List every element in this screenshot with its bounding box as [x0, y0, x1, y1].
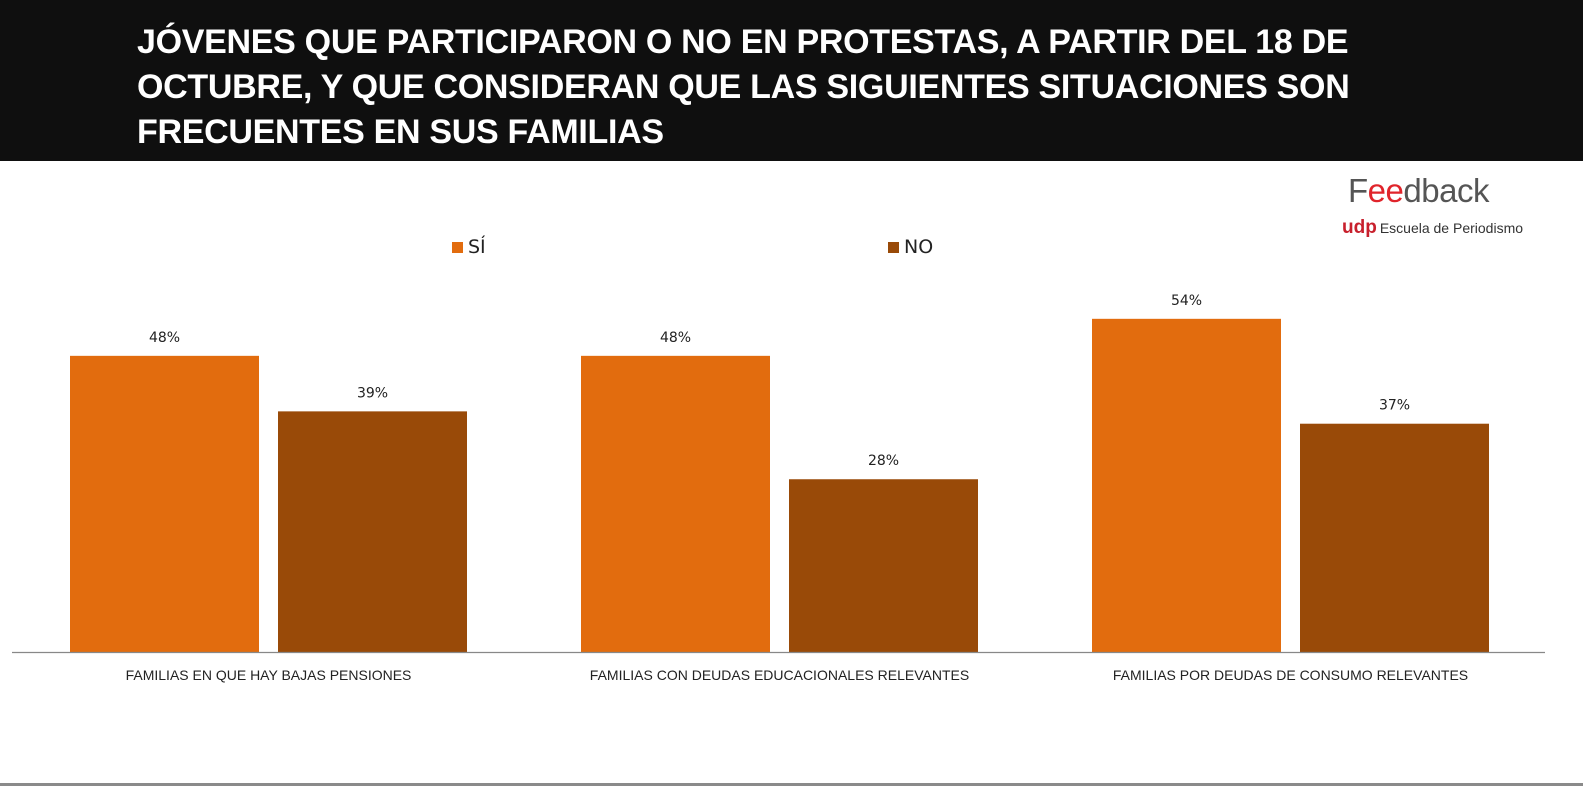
- udp-logo-text: udp Escuela de Periodismo: [1342, 217, 1523, 239]
- legend-swatch-no: [888, 241, 899, 253]
- udp-mark: udp: [1342, 217, 1377, 238]
- title-banner: JÓVENES QUE PARTICIPARON O NO EN PROTEST…: [0, 0, 1583, 161]
- legend-swatch-si: [452, 241, 463, 253]
- chart-title: JÓVENES QUE PARTICIPARON O NO EN PROTEST…: [137, 23, 1350, 151]
- category-label-1: FAMILIAS EN QUE HAY BAJAS PENSIONES: [126, 667, 412, 683]
- bar-no-2: [789, 479, 978, 652]
- bar-si-3: [1092, 318, 1281, 652]
- feedback-logo-text: Feedback: [1348, 172, 1489, 210]
- bar-si-1: [70, 355, 259, 652]
- category-label-3: FAMILIAS POR DEUDAS DE CONSUMO RELEVANTE…: [1113, 667, 1468, 683]
- bar-no-3: [1300, 423, 1489, 652]
- bar-no-1: [278, 411, 467, 652]
- logo-prefix: F: [1348, 172, 1368, 209]
- legend-label-no: NO: [904, 236, 934, 258]
- legend-item-no: NO: [888, 236, 933, 258]
- bar-si-2: [581, 355, 770, 652]
- bottom-divider: [0, 783, 1583, 786]
- logo-suffix: dback: [1403, 172, 1489, 209]
- data-label-si-3: 54%: [1171, 293, 1202, 309]
- legend-label-si: SÍ: [468, 236, 486, 258]
- data-label-si-1: 48%: [149, 330, 180, 346]
- category-label-2: FAMILIAS CON DEUDAS EDUCACIONALES RELEVA…: [590, 667, 969, 683]
- data-label-no-1: 39%: [357, 385, 388, 401]
- feedback-udp-logo: Feedback udp Escuela de Periodismo: [1340, 172, 1560, 242]
- data-label-no-3: 37%: [1379, 398, 1410, 414]
- data-label-no-2: 28%: [868, 453, 899, 469]
- data-label-si-2: 48%: [660, 330, 691, 346]
- legend-item-si: SÍ: [452, 236, 486, 258]
- logo-highlight: ee: [1367, 172, 1404, 209]
- school-name: Escuela de Periodismo: [1379, 220, 1524, 236]
